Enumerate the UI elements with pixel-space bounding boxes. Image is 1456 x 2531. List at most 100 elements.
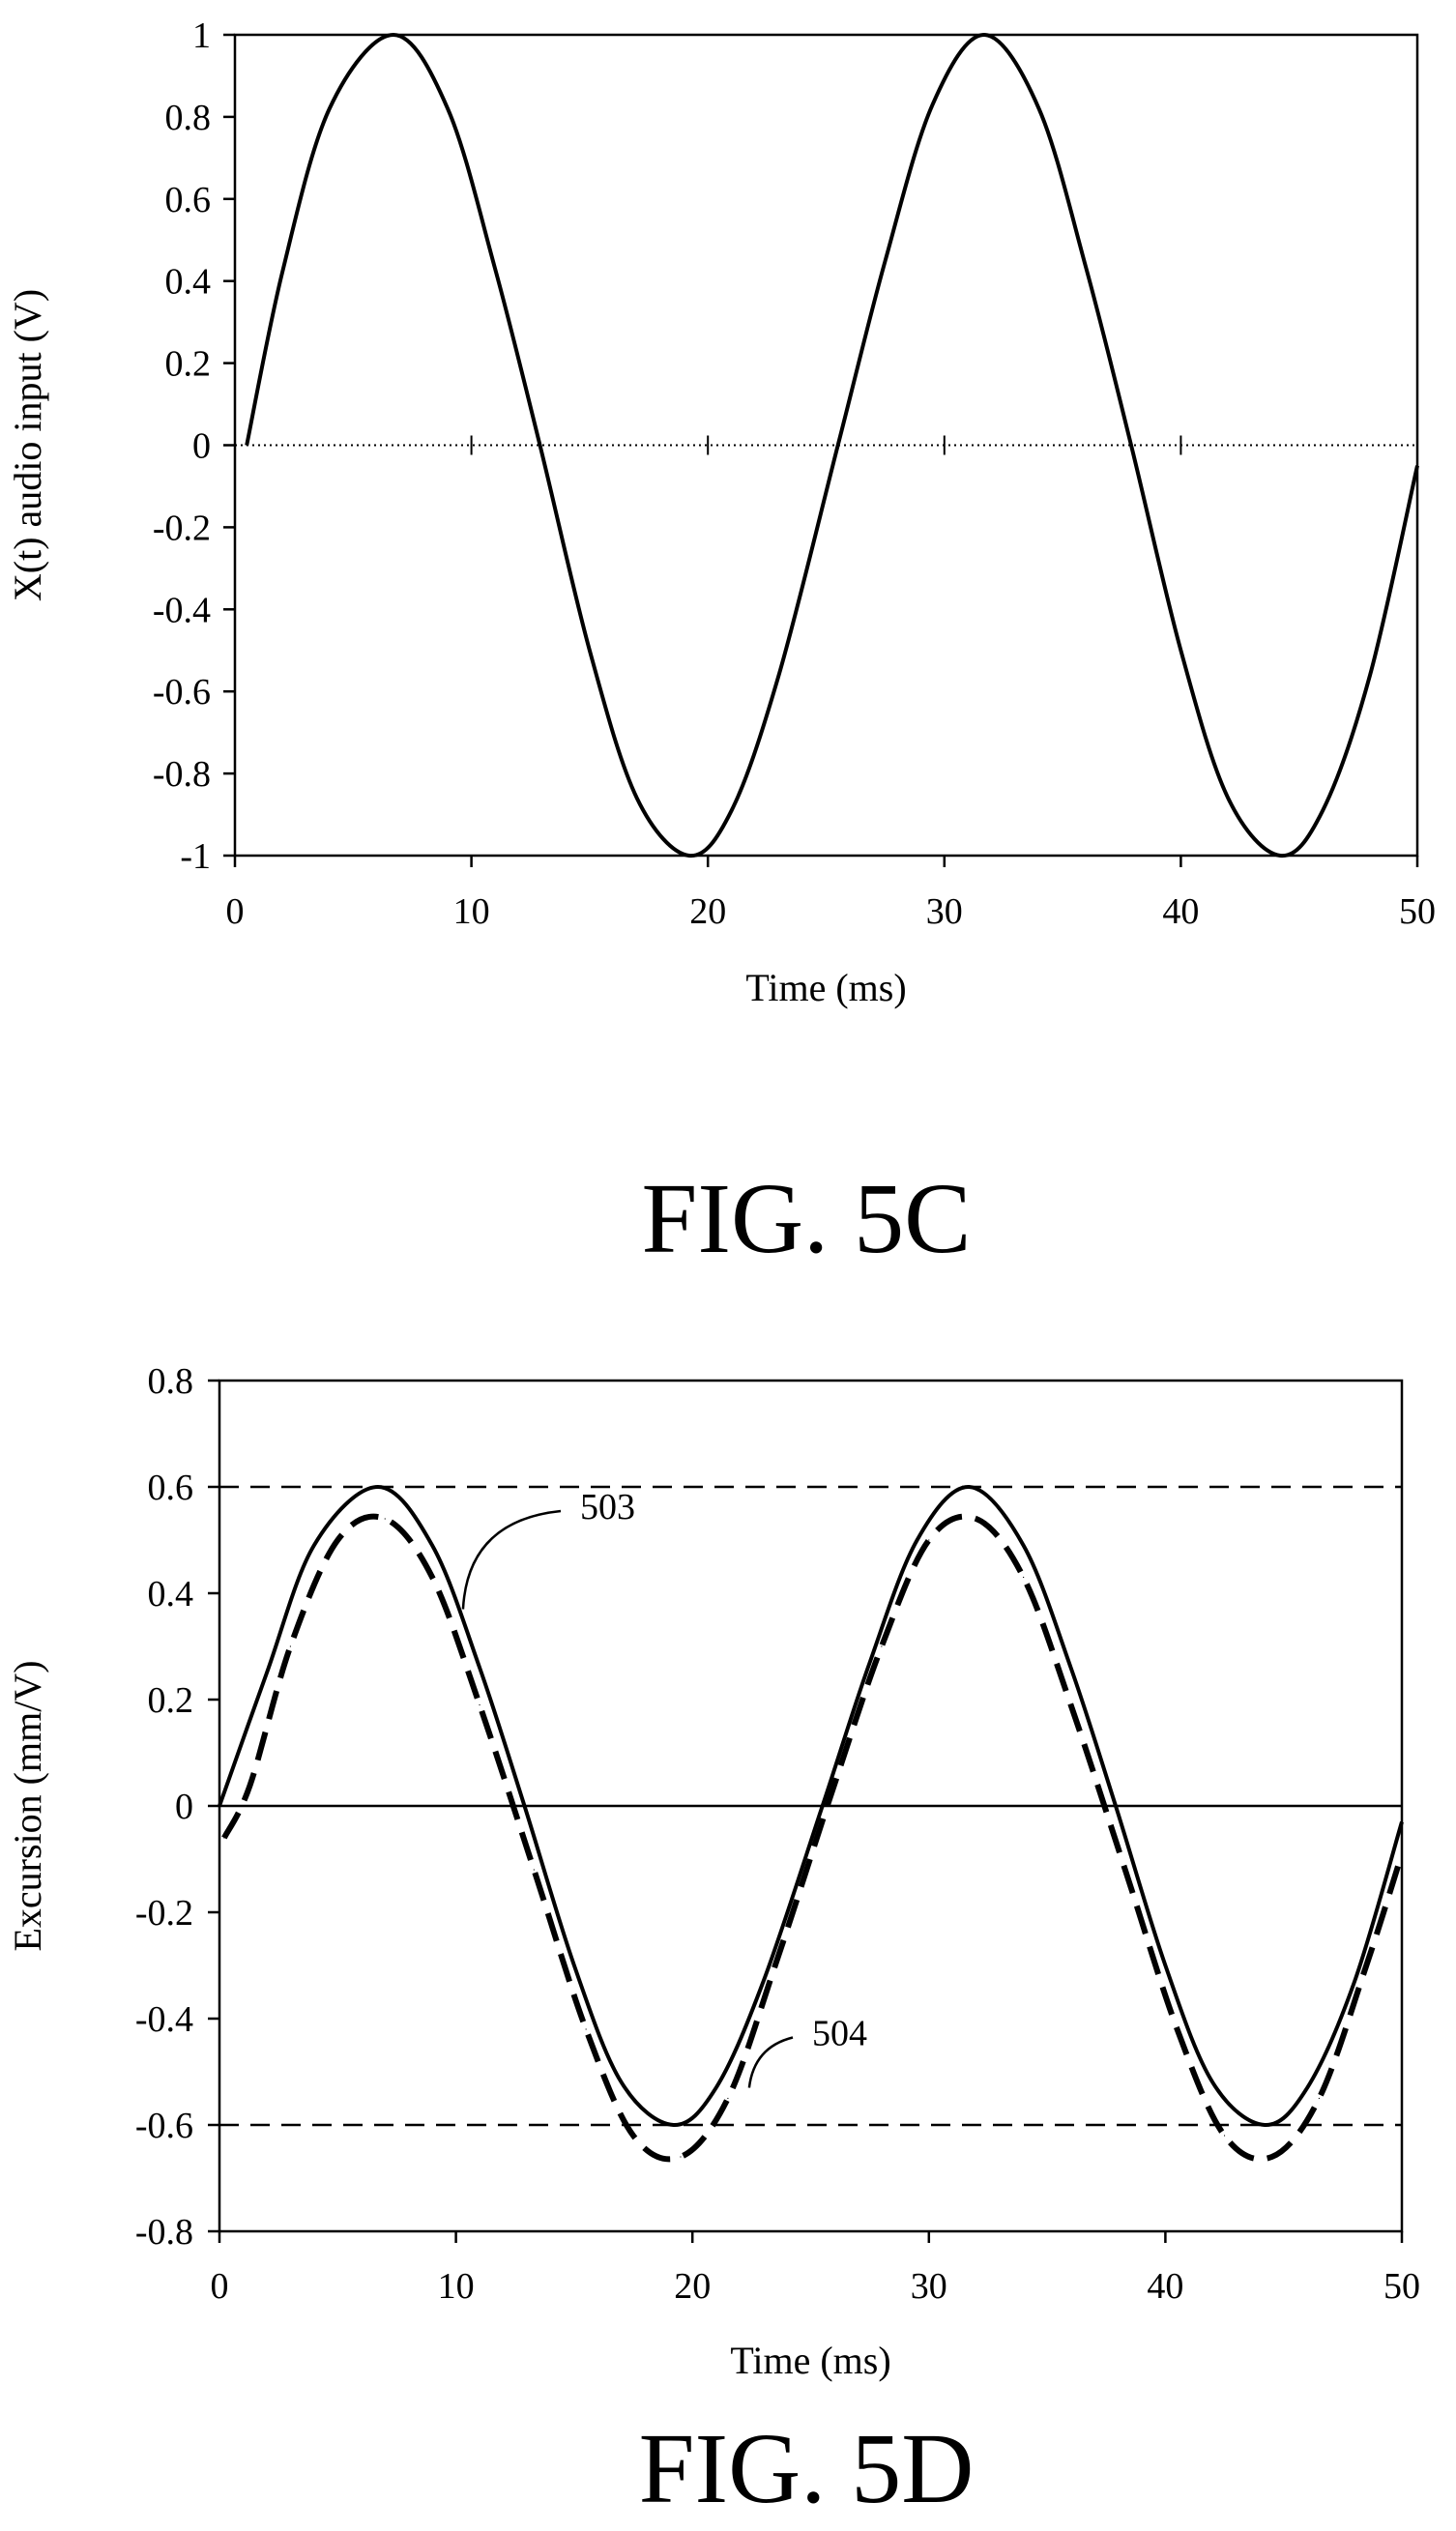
series-point-solid <box>447 107 449 110</box>
series-point-dashed <box>1069 1703 1072 1706</box>
y-axis-title: X(t) audio input (V) <box>6 289 49 601</box>
chart-fig-5c: 1 0.8 0.6 0.4 0.2 0 -0.2 -0.4 -0.6 -0.8 -1 0 10 20 30 4… <box>6 15 1436 1274</box>
y-tick-label: 0.2 <box>165 344 212 385</box>
y-tick-label: 0.6 <box>165 180 212 220</box>
series-point-solid <box>329 107 331 110</box>
series-point-solid <box>968 1486 970 1488</box>
series-point-dashed <box>1177 2028 1179 2030</box>
series-point-solid <box>715 2086 717 2089</box>
y-tick-label: -0.6 <box>135 2106 193 2146</box>
x-tick-label: 0 <box>226 891 245 932</box>
series-point-dashed <box>632 2135 634 2137</box>
series-point-dashed <box>881 1645 883 1647</box>
series-point-solid <box>1227 797 1229 800</box>
chart-fig-5d: 0.8 0.6 0.4 0.2 0 -0.2 -0.4 -0.6 -0.8 0 10 20 30 40 50… <box>6 1361 1420 2524</box>
y-tick-label: -0.8 <box>153 754 211 795</box>
series-point-solid <box>673 2124 675 2126</box>
series-point-dashed <box>727 2097 729 2100</box>
y-tick-label: 1 <box>192 15 211 56</box>
series-point-solid <box>313 1544 315 1547</box>
series-point-dashed <box>774 1964 776 1966</box>
series-point-solid <box>479 1667 480 1669</box>
y-tick-label: -0.2 <box>135 1893 193 1934</box>
series-point-solid <box>494 268 496 270</box>
series-point-solid <box>1279 855 1281 857</box>
series-point-dashed <box>384 1518 386 1520</box>
series-point-dashed <box>289 1645 291 1647</box>
y-tick-label: -0.4 <box>153 590 211 630</box>
series-point-solid <box>523 1805 526 1807</box>
y-tick-label: 0.4 <box>165 262 212 303</box>
x-tick-label: 20 <box>689 891 726 932</box>
series-point-solid <box>1069 1667 1072 1669</box>
series-point-solid <box>377 1486 379 1488</box>
series-point-dashed <box>833 1784 835 1786</box>
series-point-solid <box>885 259 887 262</box>
series-point-dashed <box>1365 1964 1367 1966</box>
y-tick-label: 0.8 <box>165 98 212 138</box>
annotation-label: 503 <box>580 1487 635 1527</box>
series-point-dashed <box>1023 1576 1025 1579</box>
x-tick-label: 50 <box>1383 2266 1420 2307</box>
series-point-dashed <box>1401 1852 1403 1855</box>
series-point-solid <box>1369 674 1371 676</box>
series-point-solid <box>621 2081 623 2083</box>
series-point-solid <box>539 444 541 447</box>
x-axis-title: Time (ms) <box>730 2339 890 2382</box>
series-point-dashed <box>431 1576 433 1579</box>
series-point-solid <box>762 1980 765 1983</box>
y-tick-label: 0.4 <box>148 1574 194 1615</box>
figure-caption: FIG. 5D <box>639 2413 975 2524</box>
y-tick-label: -0.4 <box>135 1999 193 2040</box>
series-point-dashed <box>1223 2135 1226 2137</box>
x-axis-title: Time (ms) <box>745 966 906 1009</box>
y-tick-label: -0.2 <box>153 508 211 548</box>
series-point-solid <box>869 1661 871 1664</box>
series-point-dashed <box>249 1784 251 1786</box>
series-point-dashed <box>1318 2097 1320 2100</box>
series-point-dashed <box>1124 1869 1126 1871</box>
y-tick-label: -0.8 <box>135 2212 193 2253</box>
series-point-solid <box>1164 1964 1166 1966</box>
series-point-solid <box>1085 268 1088 270</box>
x-tick-label: 30 <box>911 2266 947 2307</box>
series-point-solid <box>1306 2086 1308 2089</box>
series-point-solid <box>246 444 248 447</box>
series-point-solid <box>573 1964 575 1966</box>
series-point-solid <box>837 444 839 447</box>
series-point-dashed <box>223 1837 225 1839</box>
series-point-solid <box>1130 444 1132 447</box>
series-point-solid <box>1179 650 1181 652</box>
series-point-dashed <box>928 1539 930 1541</box>
annotation-leader <box>747 2036 794 2088</box>
y-tick-label: -0.6 <box>153 672 211 713</box>
series-point-solid <box>636 797 638 800</box>
x-tick-label: 40 <box>1162 891 1199 932</box>
series-point-solid <box>589 650 591 652</box>
x-tick-label: 10 <box>453 891 490 932</box>
x-tick-label: 50 <box>1399 891 1436 932</box>
series-point-solid <box>983 34 985 36</box>
series-point-solid <box>1416 465 1418 467</box>
y-tick-label: 0 <box>175 1787 193 1827</box>
series-point-solid <box>218 1805 220 1807</box>
x-tick-label: 40 <box>1147 2266 1183 2307</box>
series-point-solid <box>1401 1820 1403 1823</box>
series-point-solid <box>1211 2081 1213 2083</box>
annotation-leader <box>461 1509 562 1610</box>
x-tick-label: 0 <box>211 2266 229 2307</box>
series-point-solid <box>688 855 690 857</box>
series-point-solid <box>1322 809 1324 811</box>
series-point-solid <box>431 1544 433 1547</box>
figure-caption: FIG. 5C <box>642 1163 972 1274</box>
series-point-solid <box>1023 1544 1025 1547</box>
series-point-solid <box>1264 2124 1266 2126</box>
x-tick-label: 30 <box>926 891 963 932</box>
series-point-dashed <box>479 1703 480 1706</box>
series-point-dashed <box>336 1539 338 1541</box>
series-point-solid <box>822 1805 824 1807</box>
series-point-solid <box>777 674 780 676</box>
series-point-solid <box>281 272 283 274</box>
y-tick-label: 0.6 <box>148 1468 194 1508</box>
